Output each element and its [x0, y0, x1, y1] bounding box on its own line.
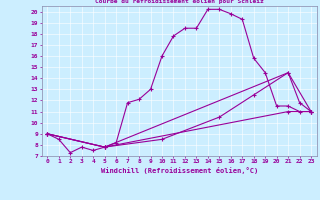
Title: Courbe du refroidissement éolien pour Schleiz: Courbe du refroidissement éolien pour Sc…	[95, 0, 264, 4]
X-axis label: Windchill (Refroidissement éolien,°C): Windchill (Refroidissement éolien,°C)	[100, 167, 258, 174]
